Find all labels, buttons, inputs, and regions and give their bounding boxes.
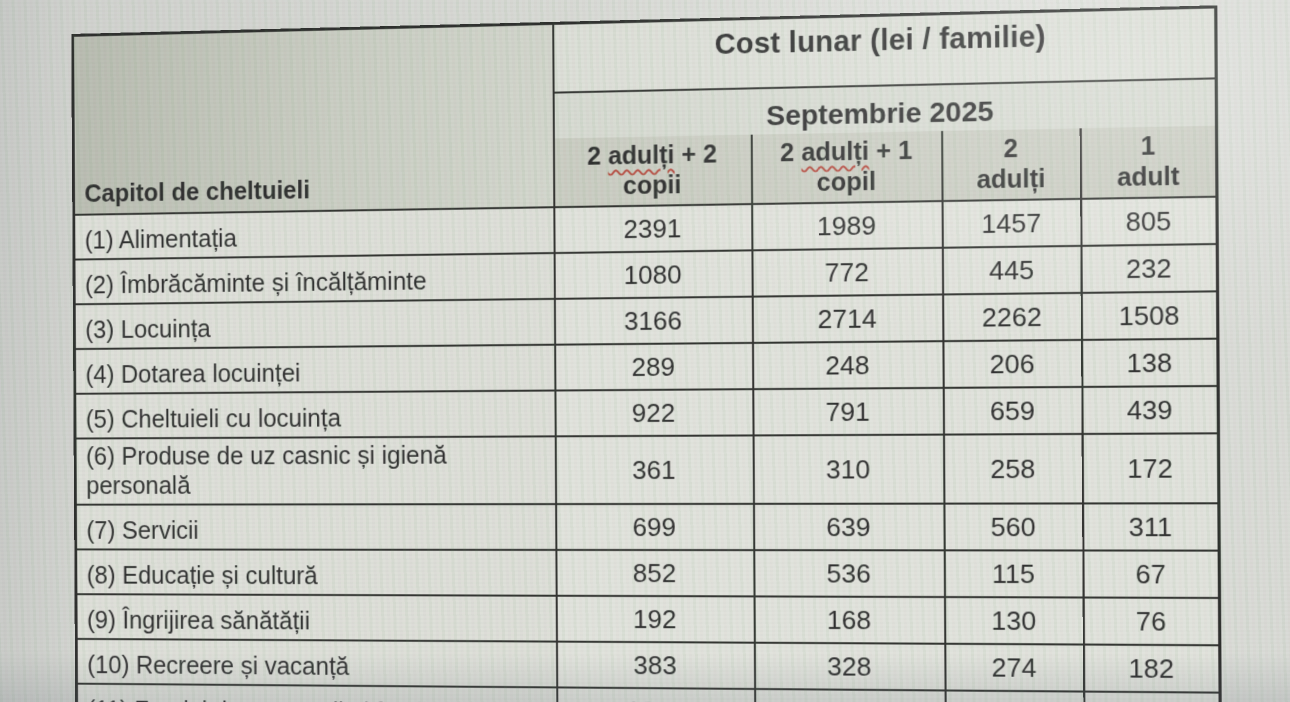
row-label: (6) Produse de uz casnic și igienă perso…: [75, 436, 556, 505]
cell-value: 791: [752, 387, 944, 436]
cell-value: 852: [555, 549, 755, 597]
cell-value: 328: [754, 642, 946, 691]
cell-value: 1457: [942, 198, 1081, 248]
misspelled-word: adulți: [607, 140, 675, 170]
col-header-1-adult: 1 adult: [1080, 125, 1217, 199]
cell-value: 67: [1082, 550, 1220, 598]
cell-value: 1508: [1081, 291, 1218, 340]
col-header-2-adults-2-children: 2 adulți + 2 copii: [553, 134, 752, 208]
table-row: (9) Îngrijirea sănătății 192 168 130 76: [75, 594, 1220, 646]
cell-value: 206: [942, 339, 1082, 388]
table-header: Capitol de cheltuieli Cost lunar (lei / …: [72, 6, 1217, 215]
cell-value: 1080: [554, 250, 753, 299]
cell-value: 168: [754, 596, 945, 644]
row-label: (3) Locuința: [74, 298, 555, 350]
table-row: (8) Educație și cultură 852 536 115 67: [75, 549, 1220, 598]
row-label: (10) Recreere și vacanță: [76, 638, 557, 688]
cell-value: 639: [753, 503, 945, 551]
cell-value: 115: [944, 550, 1084, 598]
table-row: (5) Cheltuieli cu locuința 922 791 659 439: [74, 385, 1219, 439]
col-header-line1: 2 adulți + 2: [587, 139, 718, 171]
col-header-line1: 1: [1140, 131, 1156, 161]
col-header-line2: copii: [622, 171, 682, 201]
misspelled-word: adulți: [801, 136, 870, 167]
cell-value: 310: [753, 434, 944, 504]
cell-value: 274: [944, 643, 1084, 692]
cell-value: 699: [555, 503, 754, 551]
cell-value: 2262: [942, 292, 1082, 342]
cost-table-container: Capitol de cheltuieli Cost lunar (lei / …: [71, 5, 1223, 702]
cell-value: 536: [753, 550, 945, 598]
col-header-line2: adulți: [976, 164, 1046, 195]
cell-value: 172: [1082, 433, 1219, 504]
cell-value: 383: [556, 641, 755, 689]
table-row: (4) Dotarea locuinței 289 248 206 138: [74, 338, 1219, 394]
col-header-line1: 2 adulți + 1: [780, 136, 913, 167]
table-row: (6) Produse de uz casnic și igienă perso…: [75, 433, 1219, 505]
row-label: (9) Îngrijirea sănătății: [75, 594, 557, 642]
table-row: (7) Servicii 699 639 560 311: [75, 503, 1220, 551]
cell-value: 76: [1083, 597, 1220, 646]
cell-value: 311: [1082, 503, 1220, 551]
row-label: (5) Cheltuieli cu locuința: [74, 390, 556, 439]
table-body: (1) Alimentația 2391 1989 1457 805 (2) Îmbrăc…: [73, 196, 1221, 702]
row-label: (1) Alimentația: [73, 207, 555, 260]
cell-value: 361: [555, 435, 754, 505]
cell-value: 1034: [556, 687, 755, 702]
cell-value: 182: [1083, 644, 1221, 693]
col-header-2-adults: 2 adulți: [941, 128, 1081, 202]
row-label: (2) Îmbrăcăminte și încălțăminte: [74, 253, 555, 305]
cell-value: 637: [945, 690, 1085, 702]
cell-value: 445: [942, 245, 1082, 295]
row-label: (11) Fondul de economii al familiei: [76, 683, 558, 702]
cell-value: 232: [1080, 244, 1218, 293]
row-label: (7) Servicii: [75, 504, 556, 550]
cell-value: 560: [943, 503, 1083, 551]
col-header-2-adults-1-child: 2 adulți + 1 copil: [751, 131, 943, 205]
cost-table: Capitol de cheltuieli Cost lunar (lei / …: [71, 5, 1223, 702]
cell-value: 138: [1081, 338, 1219, 387]
row-header-label: Capitol de cheltuieli: [84, 176, 311, 208]
cell-value: 130: [944, 597, 1084, 645]
row-label: (4) Dotarea locuinței: [74, 344, 555, 394]
cell-value: 805: [1080, 196, 1218, 246]
col-header-line2: copil: [816, 167, 877, 197]
cell-value: 289: [554, 342, 753, 391]
row-label: (8) Educație și cultură: [75, 549, 557, 596]
cell-value: 393: [1083, 691, 1221, 702]
cell-value: 1989: [751, 201, 943, 251]
row-header-capitol: Capitol de cheltuieli: [72, 23, 554, 215]
col-header-line2: adult: [1116, 162, 1180, 193]
cell-value: 2391: [553, 204, 752, 254]
col-header-line1: 2: [1003, 134, 1019, 163]
cell-value: 659: [943, 386, 1083, 435]
cell-value: 849: [754, 688, 946, 702]
cell-value: 192: [556, 595, 755, 643]
cell-value: 2714: [752, 294, 943, 343]
cell-value: 248: [752, 341, 944, 390]
cell-value: 772: [751, 247, 943, 297]
cell-value: 3166: [554, 296, 753, 345]
cell-value: 258: [943, 433, 1083, 504]
cell-value: 439: [1081, 385, 1219, 434]
cell-value: 922: [554, 389, 754, 437]
